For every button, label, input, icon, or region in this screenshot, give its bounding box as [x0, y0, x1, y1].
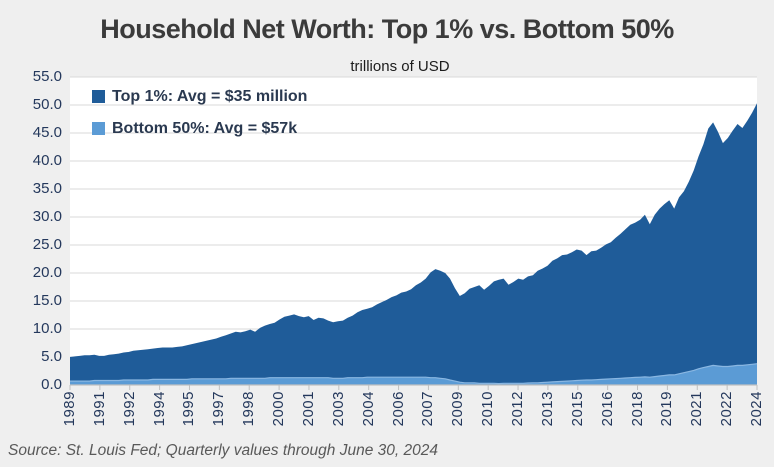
- plot-area: [69, 76, 758, 390]
- y-axis-tick-label: 25.0: [32, 236, 62, 253]
- y-axis-tick-label: 5.0: [41, 348, 62, 365]
- x-axis-tick-label: 2003: [329, 391, 347, 427]
- x-axis-tick-label: 2012: [509, 391, 527, 427]
- y-axis-tick-label: 0.0: [41, 376, 62, 393]
- chart-legend: Top 1%: Avg = $35 million Bottom 50%: Av…: [92, 87, 307, 151]
- y-axis-tick-label: 55.0: [32, 68, 62, 85]
- x-axis-tick-label: 2016: [598, 391, 616, 427]
- bottom50-legend-label: Bottom 50%: Avg = $57k: [112, 119, 298, 137]
- bottom50-edge-line: [70, 363, 758, 385]
- y-axis-tick-label: 20.0: [32, 264, 62, 281]
- x-axis-tick-label: 1992: [120, 391, 138, 427]
- x-axis-tick-label: 1994: [150, 391, 168, 427]
- x-axis-tick-label: 1997: [210, 391, 228, 427]
- x-axis-tick-label: 2013: [538, 391, 556, 427]
- x-axis-tick-label: 1989: [61, 391, 78, 427]
- legend-item-bottom50: Bottom 50%: Avg = $57k: [92, 119, 307, 138]
- x-axis-tick-label: 1998: [240, 391, 258, 427]
- x-axis-tick-label: 2006: [389, 391, 407, 427]
- x-axis-tick-label: 2000: [270, 391, 288, 427]
- x-axis-tick-label: 2007: [419, 391, 437, 427]
- y-axis-tick-label: 40.0: [32, 152, 62, 169]
- x-axis-tick-label: 2018: [628, 391, 646, 427]
- y-axis-tick-label: 50.0: [32, 96, 62, 113]
- legend-item-top1: Top 1%: Avg = $35 million: [92, 87, 307, 106]
- x-axis-tick-label: 2022: [718, 391, 736, 427]
- y-axis-tick-label: 10.0: [32, 320, 62, 337]
- y-axis-tick-label: 45.0: [32, 124, 62, 141]
- x-axis-tick-label: 2009: [449, 391, 467, 427]
- chart-units-subtitle: trillions of USD: [350, 58, 450, 75]
- x-axis-tick-label: 2019: [658, 391, 676, 427]
- x-axis-tick-label: 1991: [90, 391, 108, 427]
- chart-title: Household Net Worth: Top 1% vs. Bottom 5…: [100, 14, 674, 44]
- bottom50-legend-swatch: [92, 122, 105, 135]
- x-axis-tick-label: 2021: [688, 391, 706, 427]
- x-axis-tick-label: 2015: [568, 391, 586, 427]
- x-axis-tick-label: 2004: [359, 391, 377, 427]
- y-axis-tick-label: 30.0: [32, 208, 62, 225]
- source-note: Source: St. Louis Fed; Quarterly values …: [8, 442, 438, 459]
- y-axis-tick-label: 35.0: [32, 180, 62, 197]
- x-axis-tick-label: 2024: [748, 391, 765, 427]
- x-axis-tick-label: 2010: [479, 391, 497, 427]
- x-axis-tick-label: 2001: [299, 391, 317, 427]
- top1-legend-swatch: [92, 90, 105, 103]
- y-axis-tick-label: 15.0: [32, 292, 62, 309]
- top1-area: [70, 103, 757, 386]
- top1-legend-label: Top 1%: Avg = $35 million: [112, 87, 308, 105]
- x-axis-tick-label: 1995: [180, 391, 198, 427]
- bottom50-area: [70, 363, 757, 385]
- area-chart-canvas: [69, 76, 758, 390]
